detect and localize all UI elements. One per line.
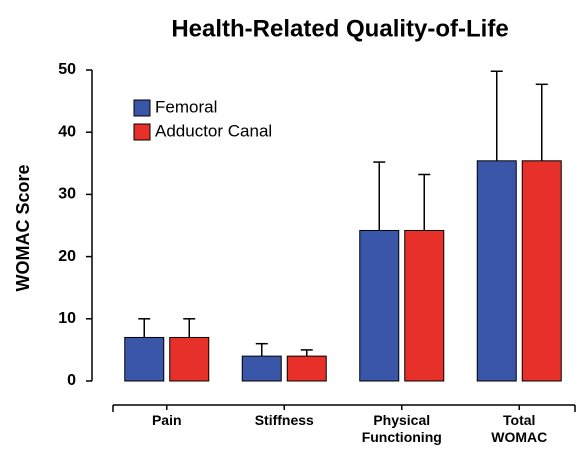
y-tick-label: 20 (58, 248, 76, 265)
x-tick-label: Pain (151, 412, 182, 428)
y-tick-label: 40 (58, 123, 76, 140)
bar (359, 229, 400, 382)
bar (241, 355, 282, 382)
y-tick-label: 50 (58, 61, 76, 78)
bar (476, 160, 517, 382)
legend-swatch (133, 123, 151, 141)
y-tick-label: 10 (58, 310, 76, 327)
legend-label: Adductor Canal (155, 121, 272, 140)
y-tick-label: 30 (58, 186, 76, 203)
y-tick-label: 0 (67, 372, 76, 389)
x-tick-label: Total WOMAC (491, 412, 548, 445)
x-tick-label: Physical Functioning (361, 412, 442, 445)
legend-label: Femoral (155, 97, 217, 116)
legend-swatch (133, 99, 151, 117)
x-tick-label: Stiffness (254, 412, 314, 428)
bar (286, 355, 327, 382)
bar (169, 336, 210, 382)
bar (521, 160, 562, 382)
y-axis-label: WOMAC Score (13, 164, 33, 291)
bar (124, 336, 165, 382)
bar (404, 229, 445, 382)
chart-title: Health-Related Quality-of-Life (171, 15, 508, 42)
